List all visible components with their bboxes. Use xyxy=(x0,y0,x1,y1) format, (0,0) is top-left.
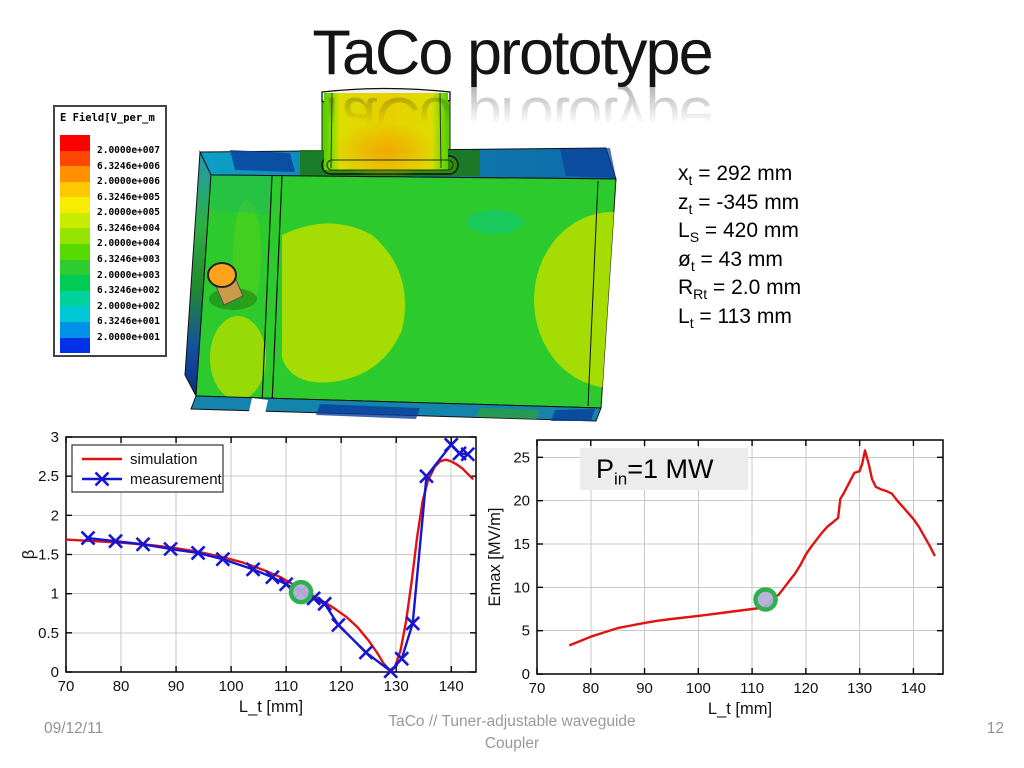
legend-entry-simulation: simulation xyxy=(130,451,198,468)
y-tick-label: 15 xyxy=(513,536,530,553)
colorbar-value: 2.0000e+005 xyxy=(97,207,160,219)
colorbar-value: 6.3246e+002 xyxy=(97,285,160,297)
parameters-block: xt = 292 mm zt = -345 mm LS = 420 mm øt = 4… xyxy=(678,160,801,331)
colorbar-value: 2.0000e+007 xyxy=(97,145,160,157)
y-tick-label: 2 xyxy=(51,507,59,524)
colorbar-band xyxy=(60,259,90,276)
y-tick-label: 0.5 xyxy=(38,625,59,642)
colorbar-band xyxy=(60,135,90,151)
legend-entry-measurement: measurement xyxy=(130,471,223,488)
y-tick-label: 1 xyxy=(51,586,59,603)
x-tick-label: 140 xyxy=(901,680,926,697)
x-tick-label: 130 xyxy=(384,678,409,695)
colorbar-band xyxy=(60,150,90,167)
footer-page-number: 12 xyxy=(986,720,1004,737)
beta-vs-lt-chart: 70 80 90 100 110 120 130 140 0 0.5 1 1.5 2 2.5 3 L_t [m… xyxy=(20,429,477,716)
parameter-line: RRt = 2.0 mm xyxy=(678,276,802,303)
y-axis-label: Emax [MV/m] xyxy=(488,507,504,606)
y-tick-label: 25 xyxy=(513,449,530,466)
y-tick-label: 3 xyxy=(51,429,59,446)
colorbar-band xyxy=(60,197,90,213)
parameter-line: Lt = 113 mm xyxy=(678,304,792,331)
colorbar-band xyxy=(60,181,90,198)
pin-annotation: Pin=1 MW xyxy=(580,448,748,490)
emax-vs-lt-chart: 70 80 90 100 110 120 130 140 0 5 10 15 20 25 L_t [mm] E… xyxy=(488,439,944,718)
colorbar-band xyxy=(60,166,90,182)
y-tick-label: 0 xyxy=(522,666,530,683)
series-simulation xyxy=(568,449,936,647)
x-axis-label: L_t [mm] xyxy=(708,700,772,718)
colorbar-values: 2.0000e+007 6.3246e+006 2.0000e+006 6.3246e… xyxy=(97,143,163,345)
y-tick-label: 2.5 xyxy=(38,468,59,485)
colorbar-value: 2.0000e+003 xyxy=(97,269,160,281)
series-measurement xyxy=(80,437,476,679)
colorbar-value: 2.0000e+002 xyxy=(97,300,160,312)
colorbar-band xyxy=(60,212,90,229)
colorbar-band xyxy=(60,275,90,291)
x-tick-label: 130 xyxy=(847,680,872,697)
y-tick-label: 20 xyxy=(513,493,530,510)
x-tick-label: 70 xyxy=(58,678,75,695)
y-tick-label: 1.5 xyxy=(38,547,59,564)
colorbar-value: 2.0000e+006 xyxy=(97,176,160,188)
colorbar-value: 2.0000e+001 xyxy=(97,331,160,343)
parameter-line: øt = 43 mm xyxy=(678,247,783,274)
footer-center: TaCo // Tuner-adjustable waveguide Coupl… xyxy=(0,711,1024,755)
colorbar-value: 6.3246e+006 xyxy=(97,160,160,172)
x-tick-label: 110 xyxy=(274,678,298,695)
footer-center-line2: Coupler xyxy=(484,735,540,752)
y-axis-label: β xyxy=(20,550,38,560)
simulation-line xyxy=(568,449,936,647)
x-tick-label: 120 xyxy=(329,678,354,695)
parameter-line: LS = 420 mm xyxy=(678,219,799,246)
colorbar-band xyxy=(60,244,90,260)
x-tick-label: 70 xyxy=(529,680,546,697)
x-tick-label: 90 xyxy=(168,678,185,695)
y-tick-label: 10 xyxy=(513,579,530,596)
x-tick-label: 110 xyxy=(740,680,764,697)
field-legend-title: E Field[V_per_m xyxy=(60,112,155,124)
x-axis-label: L_t [mm] xyxy=(239,698,303,716)
colorbar-band xyxy=(60,306,90,322)
colorbar-band xyxy=(60,290,90,307)
field-plot-3d xyxy=(184,87,617,422)
y-tick-label: 0 xyxy=(51,664,59,681)
colorbar-band xyxy=(60,337,90,354)
field-legend-panel: E Field[V_per_m 2.0000e+007 6.3246e+006 2.… xyxy=(53,105,167,357)
chart-legend: simulation measurement xyxy=(71,444,224,493)
colorbar-value: 2.0000e+004 xyxy=(97,238,160,250)
colorbar-value: 6.3246e+004 xyxy=(97,222,160,234)
pin-sub: in xyxy=(614,469,628,489)
parameter-line: zt = -345 mm xyxy=(678,190,800,217)
parameter-line: xt = 292 mm xyxy=(678,162,793,189)
colorbar-value: 6.3246e+003 xyxy=(97,254,160,266)
colorbar-band xyxy=(60,321,90,338)
colorbar-value: 6.3246e+005 xyxy=(97,191,160,203)
footer-center-line1: TaCo // Tuner-adjustable waveguide xyxy=(388,713,636,730)
x-tick-label: 140 xyxy=(439,678,464,695)
page-title: TaCo prototype xyxy=(312,18,713,88)
colorbar xyxy=(60,135,90,354)
operating-point-marker xyxy=(753,587,778,612)
footer-date: 09/12/11 xyxy=(44,720,104,737)
x-tick-label: 100 xyxy=(686,680,711,697)
colorbar-value: 6.3246e+001 xyxy=(97,316,160,328)
operating-point-marker xyxy=(288,579,314,605)
colorbar-band xyxy=(60,228,90,245)
x-tick-label: 120 xyxy=(793,680,818,697)
x-tick-label: 80 xyxy=(113,678,130,695)
tuner-cylinder xyxy=(207,262,257,310)
y-tick-label: 5 xyxy=(522,623,530,640)
x-tick-label: 80 xyxy=(582,680,599,697)
x-tick-label: 100 xyxy=(219,678,244,695)
x-tick-label: 90 xyxy=(636,680,653,697)
pin-base: P xyxy=(596,454,615,484)
pin-rest: =1 MW xyxy=(627,454,714,484)
